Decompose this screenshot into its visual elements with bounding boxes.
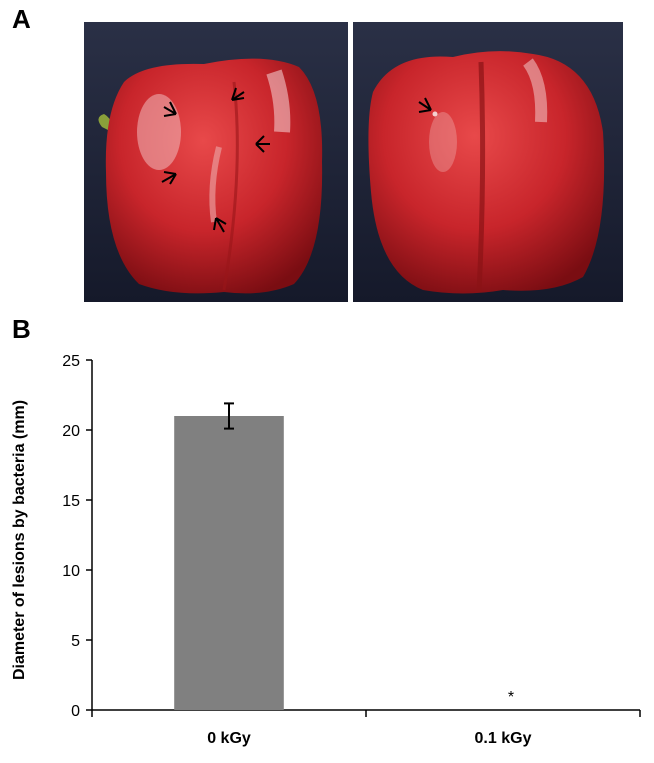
y-tick-label: 5 (71, 633, 80, 650)
y-tick-label: 15 (62, 493, 80, 510)
y-tick-label: 20 (62, 423, 80, 440)
y-tick-label: 0 (71, 703, 80, 720)
y-tick-label: 10 (62, 563, 80, 580)
y-axis-label: Diameter of lesions by bacteria (mm) (11, 400, 28, 680)
x-category-label: 0.1 kGy (475, 730, 532, 747)
lesion-diameter-chart: 0 5 10 15 20 25 0 kGy * 0.1 kGy Diameter of lesi… (11, 353, 641, 747)
plot-area: 0 5 10 15 20 25 0 kGy * 0.1 kGy (62, 353, 641, 747)
panel-a-label: A (12, 4, 31, 34)
y-tick-label: 25 (62, 353, 80, 370)
bar-1 (174, 416, 284, 710)
panel-b-label: B (12, 314, 31, 344)
pepper-photo-untreated (84, 22, 348, 302)
lesion-arrow (418, 97, 432, 113)
pepper-photo-irradiated (353, 22, 623, 302)
lesion-arrows (161, 87, 270, 233)
x-category-label: 0 kGy (207, 730, 251, 747)
significance-marker: * (508, 689, 514, 706)
